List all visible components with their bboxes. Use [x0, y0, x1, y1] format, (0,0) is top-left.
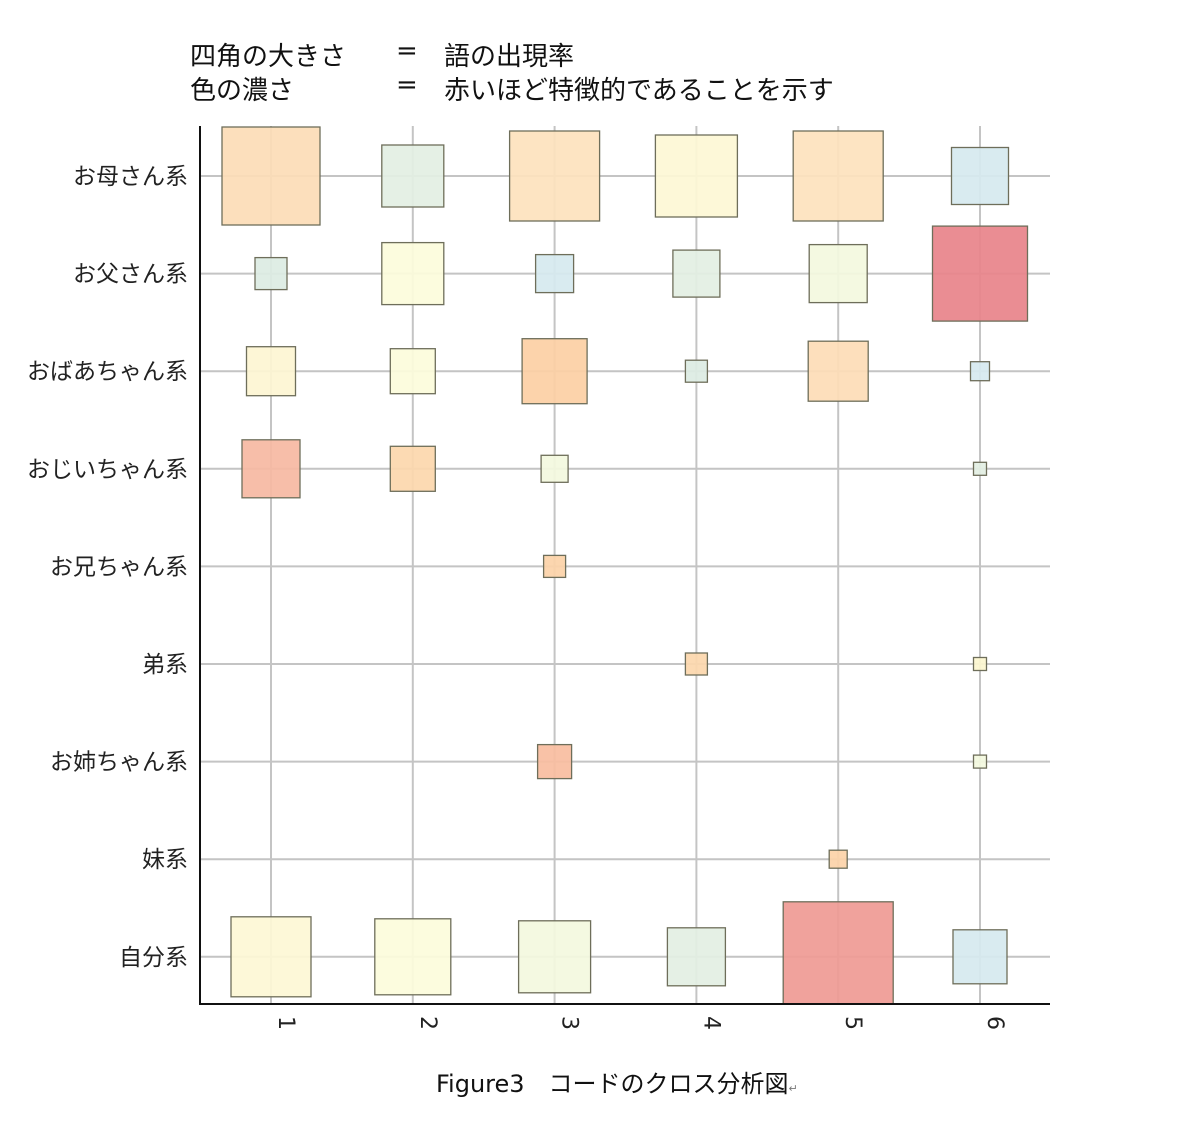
x-tick-label: 2 [415, 1016, 440, 1030]
cell-square [931, 225, 1029, 322]
y-tick-label: お姉ちゃん系 [50, 750, 188, 776]
x-tick-label: 1 [273, 1016, 298, 1030]
cell-square [684, 652, 709, 676]
y-tick-label: 妹系 [142, 847, 188, 873]
cell-square [381, 241, 445, 306]
cell-square [521, 338, 588, 405]
y-tick-label: お母さん系 [73, 164, 188, 190]
cell-square [828, 849, 848, 869]
y-tick-label: 自分系 [119, 945, 188, 971]
cell-square [807, 340, 869, 402]
cell-square [534, 253, 575, 294]
cell-square [230, 916, 312, 998]
cell-square [808, 243, 868, 304]
cell-square [952, 929, 1008, 985]
legend-size-key: 四角の大きさ [190, 42, 347, 72]
cell-square [972, 461, 988, 476]
cell-square [241, 439, 301, 499]
cell-square [782, 901, 894, 1005]
x-tick-label: 4 [698, 1016, 723, 1030]
cell-square [254, 256, 288, 291]
cell-square [536, 743, 573, 780]
cell-square [972, 754, 988, 769]
cell-square [389, 348, 436, 395]
cell-square [374, 918, 452, 996]
cell-square [389, 445, 436, 492]
cell-square [684, 359, 709, 383]
cell-square [950, 146, 1010, 206]
x-tick-label: 5 [840, 1016, 865, 1030]
cell-square [245, 346, 297, 397]
legend-color-key: 色の濃さ [190, 76, 295, 106]
cell-square [542, 554, 567, 579]
cell-square [969, 361, 991, 382]
y-tick-label: 弟系 [142, 652, 188, 678]
y-tick-label: おじいちゃん系 [27, 457, 188, 483]
y-tick-label: お兄ちゃん系 [50, 554, 188, 580]
x-tick-label: 6 [982, 1016, 1007, 1030]
cell-square [654, 134, 739, 218]
y-tick-label: おばあちゃん系 [27, 359, 188, 385]
cell-square [517, 920, 592, 994]
figure-caption: Figure3 コードのクロス分析図↵ [436, 1064, 798, 1099]
cell-square [672, 249, 721, 298]
y-tick-label: お父さん系 [73, 262, 188, 288]
legend-color-value: 赤いほど特徴的であることを示す [444, 76, 834, 106]
cell-square [540, 454, 569, 483]
cell-square [792, 130, 884, 222]
cell-square [972, 656, 988, 672]
cell-square [508, 130, 601, 222]
legend-color-equals: = [396, 70, 418, 100]
paragraph-mark: ↵ [788, 1082, 798, 1095]
legend-size-equals: = [396, 36, 418, 66]
legend-size-value: 語の出現率 [444, 42, 575, 72]
cell-square [221, 126, 321, 226]
cell-square [381, 144, 445, 208]
cross-analysis-chart: お母さん系お父さん系おばあちゃん系おじいちゃん系お兄ちゃん系弟系お姉ちゃん系妹系… [27, 126, 1050, 1030]
figure-caption-text: Figure3 コードのクロス分析図 [436, 1070, 789, 1098]
x-tick-label: 3 [557, 1016, 582, 1030]
cell-square [666, 927, 727, 987]
